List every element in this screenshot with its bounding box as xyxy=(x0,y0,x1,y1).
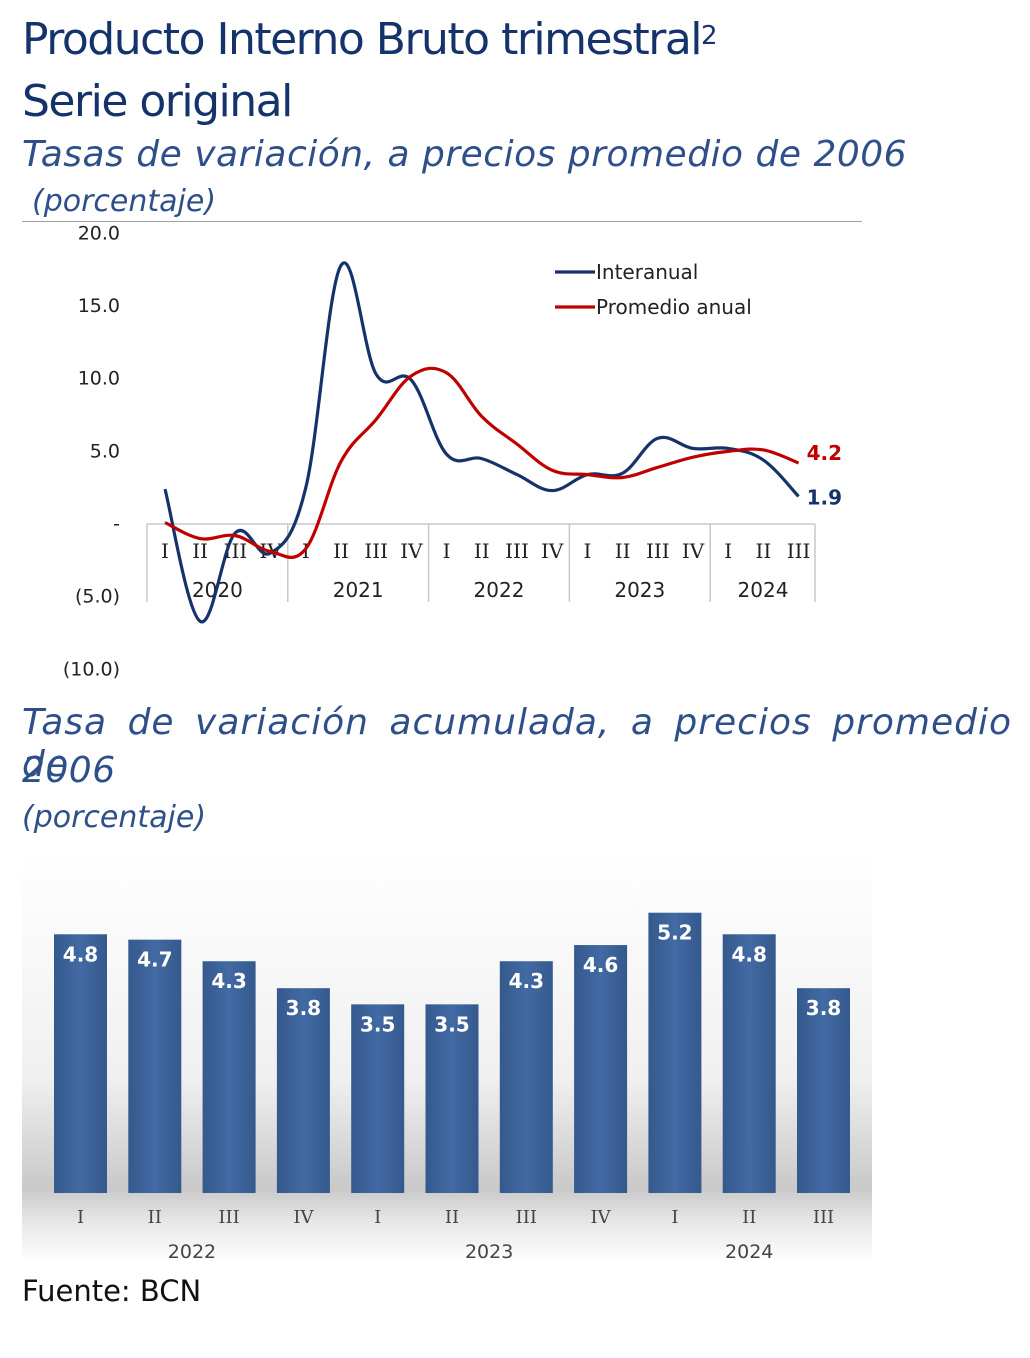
bar-value-label: 4.6 xyxy=(583,953,618,977)
bar xyxy=(499,961,553,1193)
series-line-interanual xyxy=(163,261,800,623)
y-tick-label: 5.0 xyxy=(90,440,120,462)
x-tick-label: I xyxy=(77,1207,84,1228)
bar xyxy=(648,912,702,1193)
x-tick-label: II xyxy=(192,539,208,563)
title-footnote-mark: 2 xyxy=(701,21,718,51)
bar xyxy=(202,961,256,1193)
y-tick-label: 10.0 xyxy=(78,368,120,390)
bar xyxy=(797,988,850,1193)
x-tick-label: I xyxy=(374,1207,381,1228)
bar-value-label: 3.5 xyxy=(360,1012,395,1036)
x-tick-label: III xyxy=(516,1207,537,1228)
x-tick-label: II xyxy=(333,539,349,563)
bar xyxy=(722,934,776,1193)
bar-value-label: 3.5 xyxy=(434,1012,469,1036)
end-value-label: 1.9 xyxy=(807,485,842,509)
bar-chart: 4.8 4.74.33.83.5 3.54.34.65.24.83.8 I II III… xyxy=(22,852,872,1263)
bar-value-label: 4.7 xyxy=(137,948,172,972)
x-tick-label: II xyxy=(742,1207,756,1228)
x-tick-label: III xyxy=(218,1207,239,1228)
line-chart-series xyxy=(163,261,800,623)
y-tick-label: (5.0) xyxy=(75,586,120,608)
x-tick-label: III xyxy=(813,1207,834,1228)
x-tick-label: II xyxy=(445,1207,459,1228)
bar xyxy=(276,988,330,1193)
line-chart: 20.015.010.05.0-(5.0)(10.0) I II III IV I II I… xyxy=(63,222,842,680)
legend-label: Promedio anual xyxy=(596,295,752,319)
line-chart-axes xyxy=(146,523,816,602)
year-label: 2024 xyxy=(738,578,789,602)
bar-value-label: 4.3 xyxy=(211,969,246,993)
x-tick-label: III xyxy=(646,539,670,563)
x-tick-label: III xyxy=(364,539,388,563)
y-tick-label: - xyxy=(113,513,120,535)
series-line-promedio-anual xyxy=(164,366,800,559)
legend-label: Interanual xyxy=(596,260,698,284)
x-tick-label: II xyxy=(148,1207,162,1228)
chart2-unit: (porcentaje) xyxy=(22,800,207,835)
bar-chart-bars: 4.8 4.7 4.3 3.8 3.5 3.5 4.3 4.6 5.2 4.8 3.8 xyxy=(54,912,850,1193)
bar xyxy=(351,1004,405,1193)
chart2-subtitle-line2: 2006 xyxy=(22,750,116,791)
year-label: 2022 xyxy=(168,1241,216,1263)
x-tick-label: III xyxy=(787,539,811,563)
year-label: 2022 xyxy=(474,578,525,602)
bar-value-label: 3.8 xyxy=(286,996,321,1020)
x-tick-label: III xyxy=(505,539,529,563)
year-label: 2023 xyxy=(614,578,665,602)
year-label: 2021 xyxy=(333,578,384,602)
x-tick-label: I xyxy=(443,539,451,563)
bar xyxy=(425,1004,479,1193)
x-tick-label: I xyxy=(583,539,591,563)
x-tick-label: IV xyxy=(591,1207,612,1228)
bar-value-label: 3.8 xyxy=(806,996,841,1020)
chart1-unit: (porcentaje) xyxy=(32,184,217,219)
x-tick-label: II xyxy=(755,539,771,563)
x-tick-label: II xyxy=(474,539,490,563)
x-tick-label: IV xyxy=(541,539,564,563)
bar-value-label: 5.2 xyxy=(657,921,692,945)
y-tick-label: 20.0 xyxy=(78,222,120,244)
chart2-subtitle-line1: Tasa de variación acumulada, a precios p… xyxy=(22,702,1012,785)
y-tick-label: 15.0 xyxy=(78,295,120,317)
page-title: Producto Interno Bruto trimestral2 xyxy=(22,14,718,66)
bar xyxy=(128,939,182,1193)
bar xyxy=(54,934,107,1193)
source-note: Fuente: BCN xyxy=(22,1274,202,1308)
line-chart-end-labels: 1.9 4.2 xyxy=(807,441,842,509)
x-tick-label: I xyxy=(724,539,732,563)
end-value-label: 4.2 xyxy=(807,441,842,465)
bar xyxy=(574,945,628,1193)
chart1-subtitle: Tasas de variación, a precios promedio d… xyxy=(22,134,908,175)
bar-value-label: 4.8 xyxy=(731,942,766,966)
x-tick-label: I xyxy=(161,539,169,563)
line-chart-y-ticks: 20.0 15.0 10.0 5.0 - (5.0) (10.0) xyxy=(63,222,120,680)
page-subtitle-series: Serie original xyxy=(22,76,293,127)
year-label: 2024 xyxy=(725,1241,773,1263)
title-line1: Producto Interno Bruto trimestral xyxy=(22,14,703,65)
x-tick-label: IV xyxy=(682,539,705,563)
line-chart-legend: Interanual Promedio anual xyxy=(555,260,752,319)
bar-value-label: 4.8 xyxy=(63,942,98,966)
x-tick-label: II xyxy=(615,539,631,563)
bar-value-label: 4.3 xyxy=(509,969,544,993)
x-tick-label: IV xyxy=(400,539,423,563)
chart2-subtitle: Tasa de variación acumulada, a precios p… xyxy=(22,702,1012,786)
x-tick-label: I xyxy=(671,1207,678,1228)
year-label: 2023 xyxy=(465,1241,513,1263)
y-tick-label: (10.0) xyxy=(63,658,120,680)
chart1-top-rule xyxy=(22,221,862,222)
x-tick-label: IV xyxy=(293,1207,314,1228)
